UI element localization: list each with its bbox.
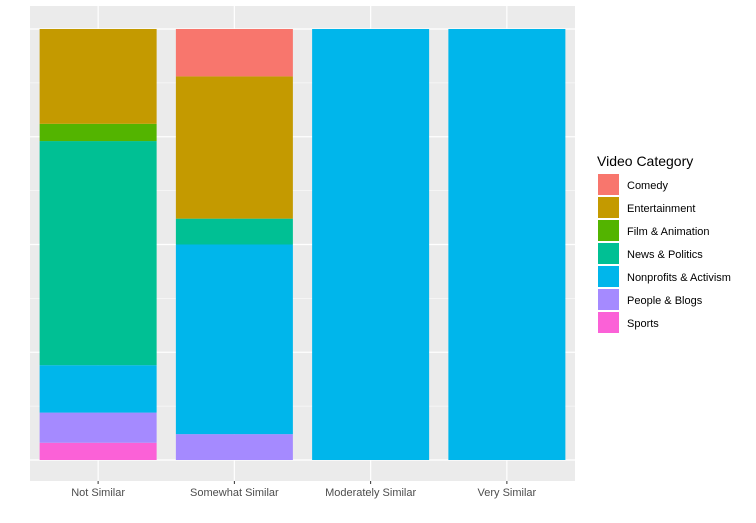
bar-segment-entertainment bbox=[175, 76, 293, 219]
bar-segment-comedy bbox=[175, 29, 293, 77]
bar-segment-news-politics bbox=[175, 218, 293, 245]
bar-segment-nonprofits-activism bbox=[175, 244, 293, 435]
legend-swatch bbox=[598, 266, 619, 287]
legend-swatch bbox=[598, 174, 619, 195]
bar-segment-people-blogs bbox=[175, 434, 293, 460]
legend-label: Film & Animation bbox=[627, 226, 710, 238]
bar-segment-people-blogs bbox=[39, 412, 157, 443]
x-tick-label: Somewhat Similar bbox=[190, 487, 279, 499]
legend-label: Sports bbox=[627, 318, 659, 330]
legend-label: Comedy bbox=[627, 180, 668, 192]
bar-segment-film-animation bbox=[39, 123, 157, 142]
x-tick-label: Very Similar bbox=[478, 487, 537, 499]
legend-label: Nonprofits & Activism bbox=[627, 272, 731, 284]
legend-swatch bbox=[598, 289, 619, 310]
bar-segment-sports bbox=[39, 442, 157, 460]
bar-segment-entertainment bbox=[39, 29, 157, 124]
legend-label: People & Blogs bbox=[627, 295, 703, 307]
legend-swatch bbox=[598, 220, 619, 241]
legend-label: Entertainment bbox=[627, 203, 695, 215]
x-tick-label: Moderately Similar bbox=[325, 487, 416, 499]
legend-label: News & Politics bbox=[627, 249, 703, 261]
bar-segment-nonprofits-activism bbox=[312, 29, 430, 460]
bars bbox=[39, 29, 566, 460]
x-axis-tick-labels: Not Similar Somewhat Similar Moderately Si… bbox=[71, 481, 537, 499]
legend-title: Video Category bbox=[597, 153, 693, 169]
bar-segment-news-politics bbox=[39, 141, 157, 366]
x-tick-label: Not Similar bbox=[71, 487, 125, 499]
bar-segment-nonprofits-activism bbox=[39, 365, 157, 413]
legend-swatch bbox=[598, 312, 619, 333]
legend-swatch bbox=[598, 243, 619, 264]
legend-swatch bbox=[598, 197, 619, 218]
legend: Video Category Comedy Entertainment Film &… bbox=[597, 153, 731, 333]
bar-segment-nonprofits-activism bbox=[448, 29, 566, 460]
